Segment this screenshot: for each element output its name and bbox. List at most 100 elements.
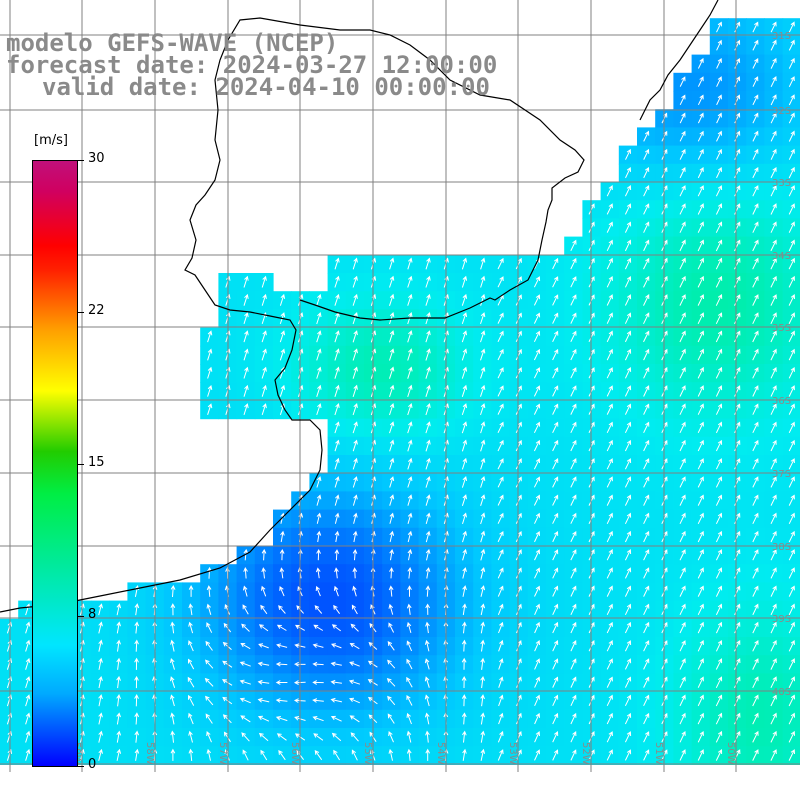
wind-arrow (788, 185, 795, 197)
wind-arrow (330, 697, 343, 703)
wind-arrow (261, 585, 267, 597)
wind-arrow (679, 458, 686, 470)
wind-arrow (606, 658, 613, 670)
wind-arrow (462, 585, 467, 597)
wind-arrow (425, 494, 431, 506)
wind-arrow (606, 312, 613, 324)
wind-arrow (388, 585, 394, 597)
wind-arrow (257, 697, 270, 703)
wind-arrow (752, 221, 759, 233)
wind-arrow (425, 730, 430, 743)
wind-arrow (643, 275, 650, 288)
wind-arrow (388, 603, 394, 615)
wind-arrow (352, 457, 358, 470)
wind-arrow (752, 76, 759, 87)
wind-arrow (752, 185, 759, 197)
wind-arrow (715, 239, 723, 252)
wind-arrow (261, 548, 267, 561)
wind-arrow (752, 603, 759, 616)
wind-arrow (424, 658, 430, 670)
wind-arrow (260, 749, 268, 761)
wind-arrow (334, 293, 340, 306)
wind-arrow (406, 748, 412, 761)
wind-arrow (406, 676, 413, 688)
wind-arrow (533, 476, 540, 488)
wind-speed-field (0, 18, 800, 765)
wind-arrow (770, 76, 777, 88)
wind-arrow (752, 130, 759, 142)
wind-arrow (679, 694, 686, 707)
wind-arrow (697, 130, 704, 142)
wind-arrow (461, 657, 467, 670)
wind-arrow (461, 403, 468, 416)
wind-arrow (350, 623, 359, 632)
wind-arrow (462, 567, 467, 579)
wind-arrow (116, 639, 121, 652)
wind-arrow (187, 676, 195, 688)
wind-arrow (334, 330, 340, 343)
wind-arrow (679, 476, 686, 488)
wind-arrow (497, 312, 504, 324)
wind-arrow (734, 275, 741, 288)
wind-arrow (334, 275, 340, 288)
wind-arrow (98, 748, 103, 761)
wind-arrow (516, 658, 522, 670)
wind-arrow (770, 567, 777, 579)
wind-arrow (606, 694, 613, 707)
wind-arrow (624, 257, 632, 270)
wind-arrow (425, 621, 430, 634)
wind-arrow (643, 130, 650, 142)
wind-arrow (788, 676, 795, 689)
wind-arrow (315, 585, 321, 597)
wind-arrow (515, 257, 522, 270)
wind-arrow (534, 658, 540, 670)
wind-arrow (188, 585, 194, 597)
wind-arrow (606, 403, 613, 415)
wind-arrow (389, 494, 395, 506)
wind-arrow (534, 549, 540, 561)
wind-arrow (533, 348, 541, 361)
wind-arrow (516, 694, 522, 707)
wind-arrow (715, 476, 723, 488)
wind-arrow (788, 749, 795, 761)
wind-arrow (570, 658, 577, 670)
wind-arrow (534, 512, 540, 524)
wind-arrow (715, 658, 723, 670)
wind-arrow (606, 367, 613, 379)
wind-arrow (425, 348, 431, 361)
wind-arrow (716, 76, 722, 87)
colorbar-tick-label: 0 (88, 757, 97, 772)
wind-arrow (206, 748, 212, 761)
wind-arrow (276, 643, 288, 648)
wind-arrow (788, 658, 795, 670)
wind-arrow (606, 621, 613, 634)
wind-arrow (606, 458, 613, 470)
wind-arrow (425, 548, 431, 561)
wind-arrow (624, 239, 632, 252)
wind-arrow (352, 548, 358, 561)
wind-arrow (752, 112, 759, 124)
coastline (0, 0, 719, 613)
wind-arrow (134, 694, 139, 707)
latitude-label: 39S (772, 614, 791, 625)
wind-arrow (624, 348, 632, 361)
wind-arrow (552, 530, 559, 543)
wind-arrow (480, 293, 486, 306)
wind-arrow (643, 676, 650, 688)
wind-arrow (480, 566, 486, 579)
wind-arrow (716, 21, 722, 33)
wind-arrow (752, 203, 759, 215)
wind-arrow (715, 330, 723, 343)
wind-arrow (752, 366, 759, 379)
wind-arrow (734, 621, 741, 634)
wind-arrow (752, 166, 759, 179)
wind-arrow (770, 221, 777, 233)
wind-arrow (461, 712, 467, 725)
wind-arrow (330, 715, 342, 722)
longitude-label: 56W (289, 742, 300, 765)
wind-arrow (697, 476, 704, 488)
wind-arrow (98, 657, 103, 670)
wind-arrow (679, 312, 686, 325)
wind-arrow (497, 530, 504, 543)
wind-arrow (533, 367, 541, 379)
